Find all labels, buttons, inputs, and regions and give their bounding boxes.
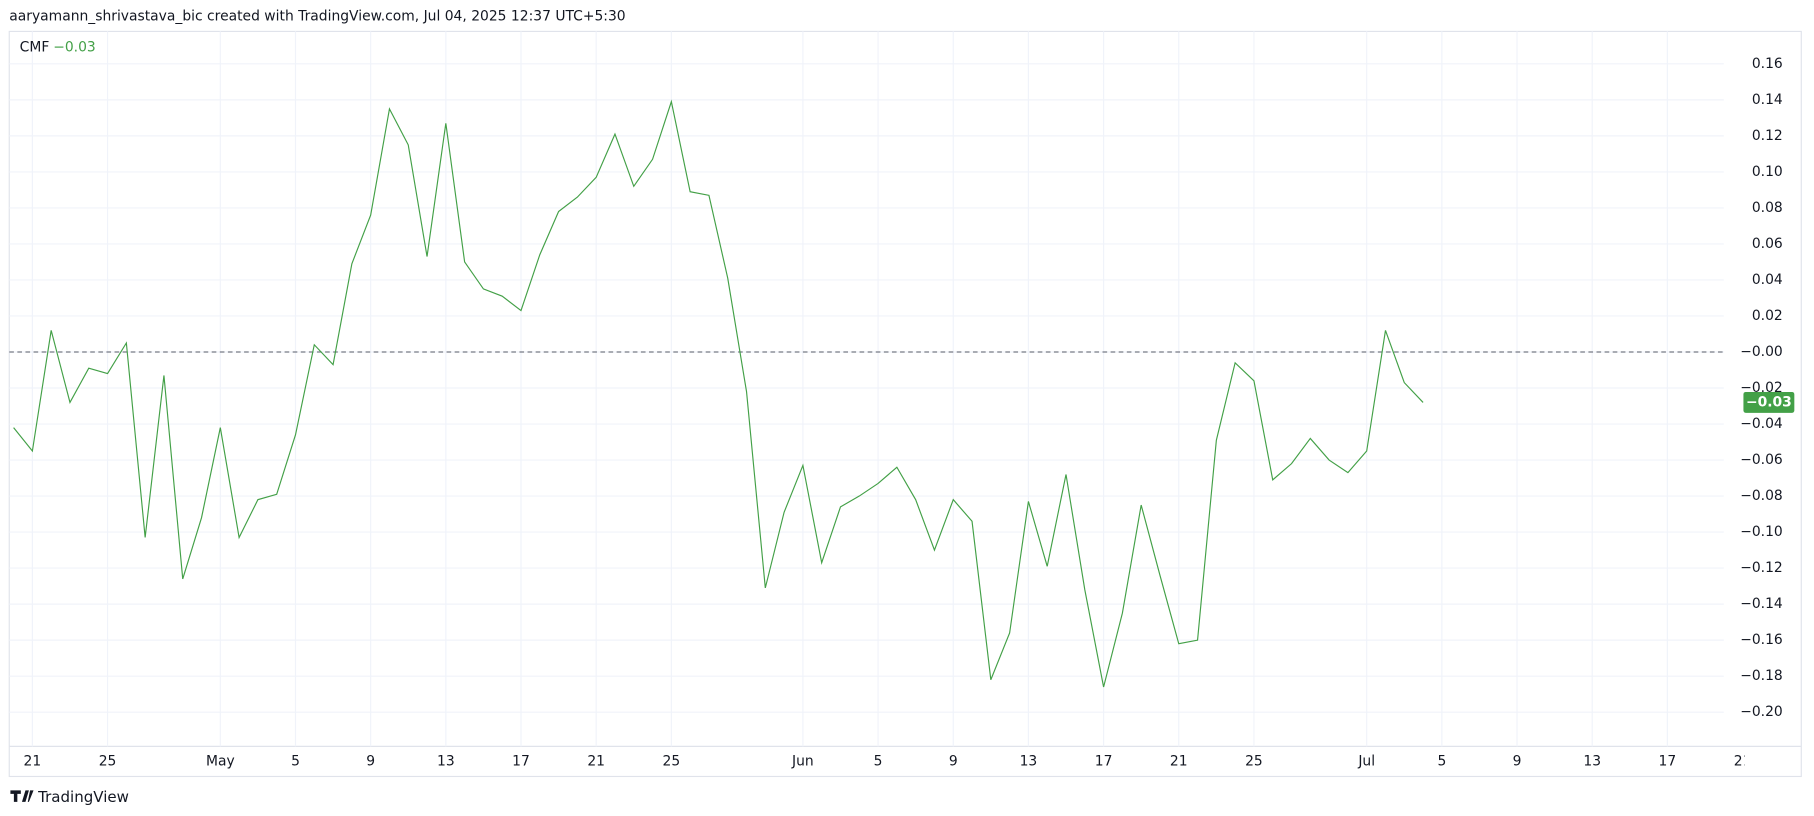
y-tick-label: −0.16 [1740, 632, 1783, 648]
x-tick-label: May [206, 753, 235, 769]
logo [10, 790, 34, 802]
y-tick-label: 0.04 [1752, 272, 1783, 288]
y-tick-label: −0.10 [1740, 524, 1783, 540]
last-value-box [1743, 392, 1795, 413]
x-tick-label: 9 [1513, 753, 1522, 769]
y-tick-label: −0.14 [1740, 596, 1783, 612]
legend-value: −0.03 [53, 40, 96, 56]
x-tick-label: 9 [366, 753, 375, 769]
x-tick-label: 21 [24, 753, 42, 769]
y-tick-label: 0.12 [1752, 128, 1783, 144]
y-tick-label: −0.04 [1740, 416, 1783, 432]
y-tick-label: −0.08 [1740, 488, 1783, 504]
chart-title: aaryamann_shrivastava_bic created with T… [9, 8, 625, 24]
y-tick-label: −0.18 [1740, 668, 1783, 684]
y-tick-label: −0.20 [1740, 704, 1783, 720]
x-tick-label: 5 [1437, 753, 1446, 769]
brand: TradingView [10, 788, 129, 806]
frame [8, 30, 1802, 778]
x-tick-label: 9 [949, 753, 958, 769]
x-tick-label: 25 [99, 753, 117, 769]
x-tick-label: 13 [1583, 753, 1601, 769]
x-tick-label: 17 [1659, 753, 1677, 769]
cmf-line [13, 99, 1424, 688]
grid [9, 31, 1724, 747]
last-value-label: −0.03 [1746, 394, 1792, 410]
y-tick-label: 0.14 [1752, 92, 1783, 108]
x-tick-label: 21 [1734, 753, 1752, 769]
x-tick-label: 25 [1245, 753, 1263, 769]
legend-name: CMF [20, 40, 50, 56]
y-tick-label: 0.10 [1752, 164, 1783, 180]
x-tick-label: Jul [1357, 753, 1375, 769]
y-tick-label: −0.00 [1740, 344, 1783, 360]
x-tick-label: Jun [791, 753, 814, 769]
x-tick-label: 17 [1095, 753, 1113, 769]
x-tick-label: 25 [663, 753, 681, 769]
x-tick-label: 17 [512, 753, 530, 769]
x-tick-label: 13 [437, 753, 455, 769]
y-tick-label: −0.12 [1740, 560, 1783, 576]
y-tick-label: 0.06 [1752, 236, 1783, 252]
y-tick-label: 0.16 [1752, 56, 1783, 72]
x-tick-label: 21 [1170, 753, 1188, 769]
x-tick-label: 13 [1020, 753, 1038, 769]
x-tick-label: 5 [874, 753, 883, 769]
x-axis: 21 25 May 5 9 13 17 21 25 Jun 5 9 13 17 21 25 Jul 5 9 13 17 2… [24, 753, 1752, 769]
y-tick-label: 0.08 [1752, 200, 1783, 216]
y-tick-label: −0.06 [1740, 452, 1783, 468]
footer-brand: TradingView [37, 788, 129, 806]
plot [13, 99, 1424, 688]
x-tick-label: 21 [587, 753, 605, 769]
y-tick-label: 0.02 [1752, 308, 1783, 324]
x-tick-label: 5 [291, 753, 300, 769]
